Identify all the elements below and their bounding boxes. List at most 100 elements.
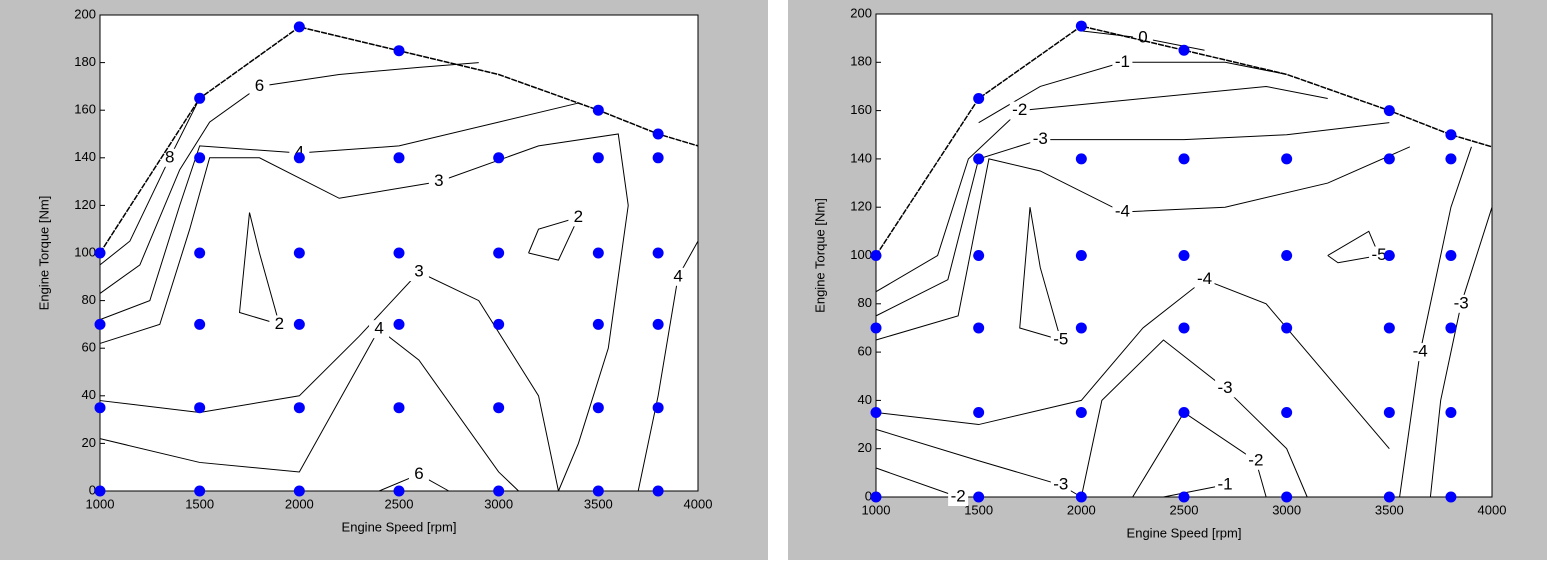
contour-label: -3 <box>1033 129 1048 148</box>
operating-point <box>592 152 604 164</box>
y-tick-label: 140 <box>74 149 96 164</box>
operating-point <box>652 318 664 330</box>
y-axis-label: Engine Torque [Nm] <box>812 198 827 313</box>
x-tick-label: 4000 <box>684 496 713 511</box>
contour-label: 4 <box>295 143 304 162</box>
x-tick-label: 3000 <box>484 496 513 511</box>
operating-point <box>652 402 664 414</box>
contour-label-bg <box>249 77 270 96</box>
operating-point <box>973 153 985 165</box>
operating-point <box>1383 491 1395 503</box>
x-tick-label: 3000 <box>1272 502 1301 517</box>
operating-point <box>1075 250 1087 261</box>
contour-line <box>1163 484 1226 498</box>
contour-label: 6 <box>414 464 423 483</box>
contour-label: -3 <box>1053 474 1068 493</box>
operating-point <box>1281 153 1293 165</box>
operating-point <box>194 318 206 330</box>
operating-point <box>1075 322 1087 334</box>
y-tick-label: 20 <box>82 435 96 450</box>
y-tick-label: 120 <box>74 197 96 212</box>
x-tick-label: 2500 <box>385 496 414 511</box>
contour-label: 2 <box>275 314 284 333</box>
operating-point <box>652 152 664 164</box>
contour-label: -3 <box>1218 378 1233 397</box>
operating-point <box>393 247 405 259</box>
operating-point <box>1281 491 1293 503</box>
contour-label: 4 <box>673 266 682 285</box>
operating-point <box>652 485 664 497</box>
contour-label: 2 <box>574 207 583 226</box>
operating-point <box>870 406 882 418</box>
contour-line <box>875 428 1082 498</box>
operating-point <box>393 152 405 164</box>
y-tick-label: 140 <box>850 150 872 165</box>
contour-label-bg <box>408 465 429 484</box>
contour-label: -3 <box>1454 293 1469 312</box>
contour-line <box>637 240 699 492</box>
y-tick-label: 60 <box>858 344 872 359</box>
operating-point <box>1445 406 1457 418</box>
contour-label-bg <box>1050 331 1071 350</box>
contour-line <box>1429 207 1493 498</box>
operating-point <box>493 152 505 164</box>
operating-point <box>194 152 206 164</box>
x-tick-label: 4000 <box>1478 502 1507 517</box>
contour-label-bg <box>1245 451 1266 470</box>
operating-point <box>1383 153 1395 165</box>
contour-line <box>99 102 579 321</box>
y-tick-label: 80 <box>858 295 872 310</box>
operating-point <box>94 318 106 330</box>
operating-point <box>194 485 206 497</box>
envelope-line <box>875 25 1493 256</box>
x-tick-label: 1000 <box>862 502 891 517</box>
operating-point <box>652 128 664 140</box>
operating-point <box>1445 322 1457 334</box>
contour-label-bg <box>428 172 449 191</box>
contour-label-bg <box>408 263 429 282</box>
contour-line <box>1080 339 1308 498</box>
operating-point <box>393 402 405 414</box>
y-tick-label: 40 <box>82 387 96 402</box>
operating-point <box>1075 153 1087 165</box>
contour-line <box>99 98 201 266</box>
operating-point <box>973 322 985 334</box>
contour-label: 4 <box>374 319 383 338</box>
contour-label: -2 <box>951 486 966 505</box>
operating-point <box>94 402 106 414</box>
contour-label: -2 <box>1248 450 1263 469</box>
operating-point <box>493 485 505 497</box>
contour-label: -2 <box>1012 100 1027 119</box>
contour-label-bg <box>668 267 689 286</box>
x-axis-label: Engine Speed [rpm] <box>1127 525 1242 540</box>
y-tick-label: 80 <box>82 292 96 307</box>
operating-point <box>1178 153 1190 165</box>
operating-point <box>293 318 305 330</box>
operating-point <box>493 402 505 414</box>
operating-point <box>1075 491 1087 503</box>
operating-point <box>1281 250 1293 261</box>
operating-point <box>1383 250 1395 261</box>
contour-label: -4 <box>1115 202 1130 221</box>
operating-point <box>1178 406 1190 418</box>
operating-point <box>973 406 985 418</box>
operating-point <box>1445 153 1457 165</box>
contour-label: -4 <box>1413 342 1428 361</box>
contour-label-bg <box>1215 475 1236 494</box>
y-tick-label: 180 <box>850 54 872 69</box>
operating-point <box>1178 491 1190 503</box>
operating-point <box>1178 44 1190 56</box>
contour-label: -4 <box>1197 269 1212 288</box>
contour-line <box>875 467 959 498</box>
operating-point <box>973 93 985 105</box>
x-tick-label: 2500 <box>1170 502 1199 517</box>
contour-label-bg <box>269 315 290 334</box>
operating-point <box>973 250 985 261</box>
x-tick-label: 3500 <box>1375 502 1404 517</box>
operating-point <box>1445 250 1457 261</box>
y-tick-label: 40 <box>858 392 872 407</box>
x-tick-label: 2000 <box>285 496 314 511</box>
y-tick-label: 120 <box>850 199 872 214</box>
y-tick-label: 20 <box>858 440 872 455</box>
